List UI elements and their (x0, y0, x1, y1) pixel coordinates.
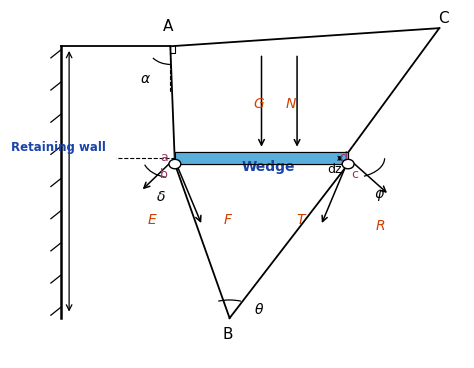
Text: c: c (351, 169, 358, 181)
Text: Retaining wall: Retaining wall (11, 141, 106, 154)
Text: d: d (339, 151, 347, 164)
Text: N: N (286, 97, 296, 111)
Circle shape (342, 159, 354, 169)
Text: B: B (222, 327, 233, 342)
Polygon shape (175, 152, 348, 164)
Text: $\varphi$: $\varphi$ (374, 188, 384, 204)
Text: dz: dz (327, 163, 342, 176)
Text: Wedge: Wedge (242, 160, 295, 174)
Text: $\delta$: $\delta$ (156, 190, 166, 204)
Text: C: C (438, 11, 448, 25)
Text: a: a (161, 151, 168, 164)
Text: T: T (296, 213, 304, 227)
Circle shape (169, 159, 181, 169)
Text: $\alpha$: $\alpha$ (140, 72, 151, 86)
Text: $\theta$: $\theta$ (254, 301, 264, 316)
Text: E: E (148, 213, 156, 227)
Text: A: A (163, 19, 173, 34)
Text: R: R (375, 219, 385, 233)
Text: F: F (223, 213, 231, 227)
Text: G: G (254, 97, 264, 111)
Text: b: b (160, 169, 167, 181)
